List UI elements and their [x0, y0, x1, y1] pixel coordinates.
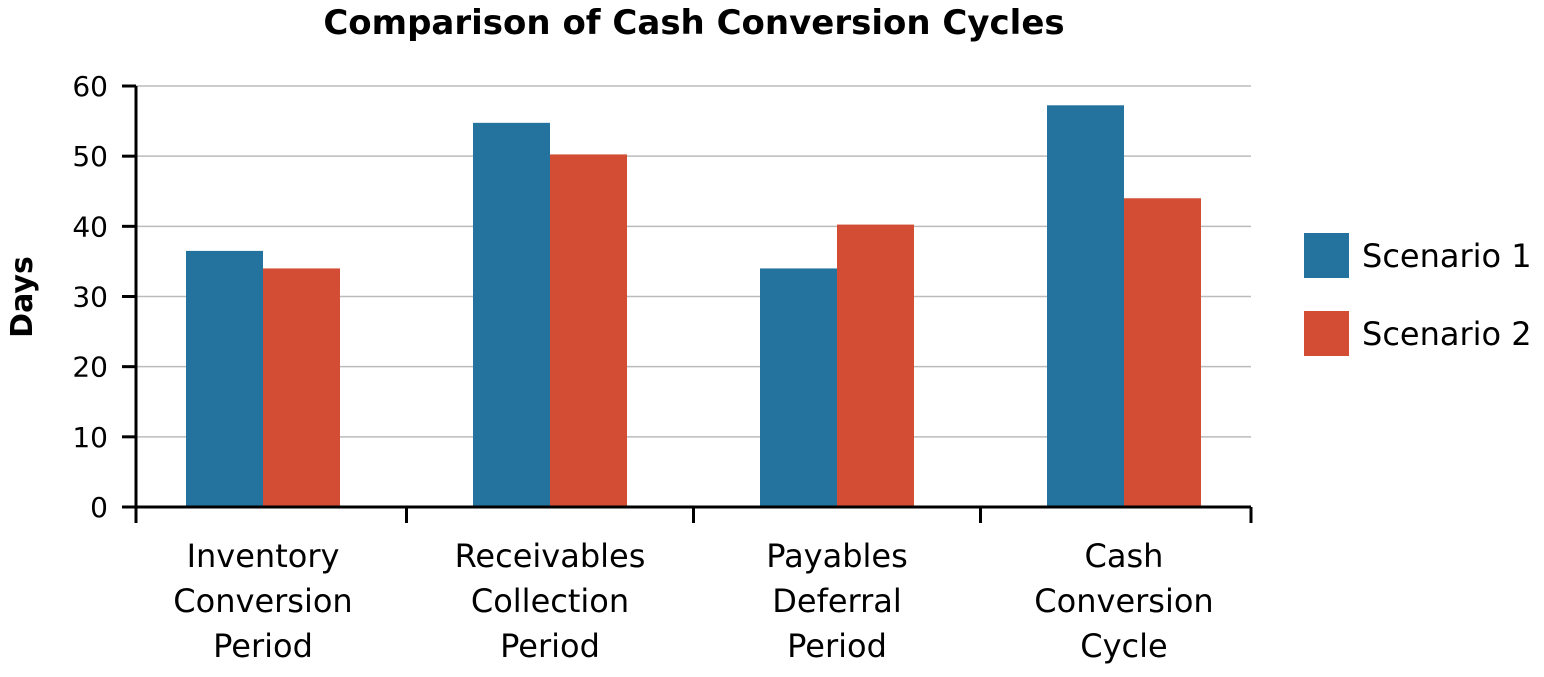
- x-tick-label: Cash: [1085, 537, 1164, 575]
- bar-scenario-1: [473, 122, 550, 508]
- x-tick-label: Collection: [471, 582, 629, 620]
- x-tick-label: Inventory: [187, 537, 340, 575]
- bar-scenario-2: [837, 224, 914, 507]
- y-tick-label: 0: [90, 491, 108, 524]
- x-tick-label: Conversion: [173, 582, 352, 620]
- legend-label: Scenario 2: [1362, 315, 1532, 353]
- bar-scenario-1: [760, 268, 837, 507]
- legend: Scenario 1 Scenario 2: [1304, 233, 1532, 356]
- legend-swatch: [1304, 233, 1349, 278]
- legend-swatch: [1304, 311, 1349, 356]
- y-tick-label: 20: [72, 351, 108, 384]
- axes: 0 10 20 30 40 50 60 Inventory Conversion Period Re…: [72, 70, 1253, 665]
- x-tick-label: Deferral: [772, 582, 902, 620]
- bars: [186, 105, 1201, 508]
- y-tick-label: 50: [72, 140, 108, 173]
- bar-scenario-2: [550, 154, 627, 507]
- y-tick-label: 30: [72, 281, 108, 314]
- x-tick-label: Payables: [766, 537, 908, 575]
- y-tick-label: 60: [72, 70, 108, 103]
- x-tick-label: Receivables: [455, 537, 646, 575]
- legend-label: Scenario 1: [1362, 237, 1532, 275]
- x-tick-label: Cycle: [1080, 627, 1167, 665]
- y-tick-label: 10: [72, 421, 108, 454]
- bar-scenario-1: [186, 250, 263, 507]
- chart-title: Comparison of Cash Conversion Cycles: [323, 3, 1064, 43]
- bar-scenario-2: [263, 268, 340, 507]
- x-tick-label: Period: [213, 627, 313, 665]
- y-tick-label: 40: [72, 210, 108, 243]
- bar-scenario-2: [1124, 198, 1201, 507]
- x-tick-label: Period: [787, 627, 887, 665]
- bar-scenario-1: [1047, 105, 1124, 507]
- x-tick-label: Conversion: [1034, 582, 1213, 620]
- y-axis-label: Days: [5, 256, 40, 338]
- x-tick-label: Period: [500, 627, 600, 665]
